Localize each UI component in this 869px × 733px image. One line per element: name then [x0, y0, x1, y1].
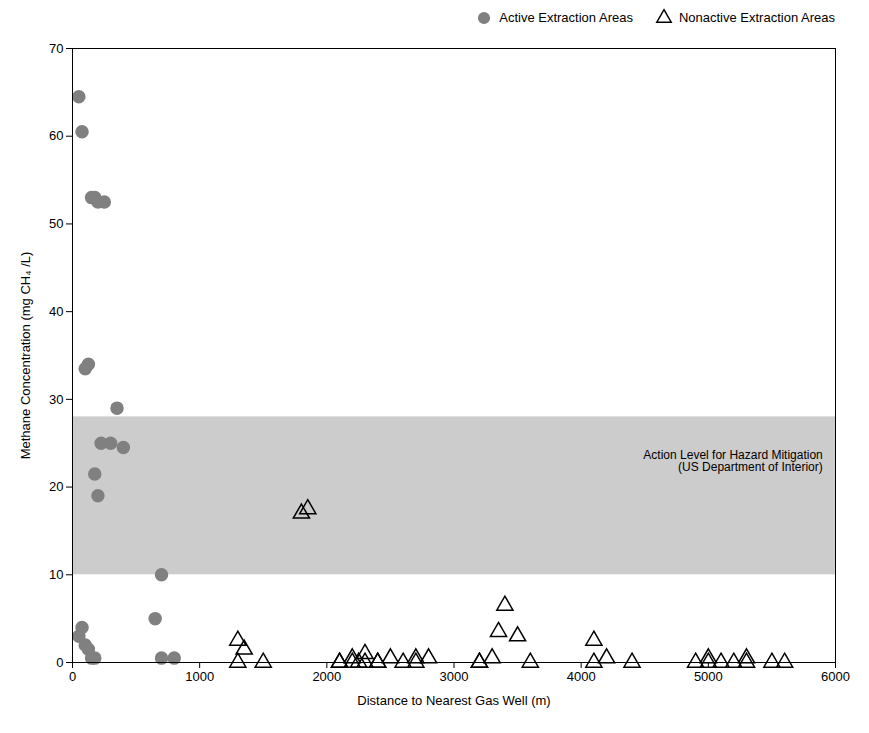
svg-text:30: 30 — [49, 392, 63, 407]
svg-text:0: 0 — [56, 655, 63, 670]
svg-text:1000: 1000 — [185, 669, 214, 684]
svg-text:Methane Concentration (mg CH₄: Methane Concentration (mg CH₄ /L) — [18, 252, 33, 460]
svg-text:4000: 4000 — [567, 669, 596, 684]
svg-text:10: 10 — [49, 567, 63, 582]
svg-text:70: 70 — [49, 41, 63, 56]
svg-text:20: 20 — [49, 479, 63, 494]
svg-text:50: 50 — [49, 216, 63, 231]
html-text:Active Extraction Areas: Active Extraction Areas — [499, 9, 633, 25]
svg-text:5000: 5000 — [694, 669, 723, 684]
svg-text:3000: 3000 — [440, 669, 469, 684]
svg-text:0: 0 — [69, 669, 76, 684]
svg-text:Action Level for Hazard Mitiga: Action Level for Hazard Mitigation(US De… — [643, 448, 822, 474]
svg-text:60: 60 — [49, 128, 63, 143]
svg-text:6000: 6000 — [821, 669, 850, 684]
svg-text:Distance to Nearest Gas Well (: Distance to Nearest Gas Well (m) — [357, 693, 550, 708]
svg-text:40: 40 — [49, 304, 63, 319]
svg-text:2000: 2000 — [312, 669, 341, 684]
html-text:Nonactive Extraction Areas: Nonactive Extraction Areas — [678, 9, 835, 25]
